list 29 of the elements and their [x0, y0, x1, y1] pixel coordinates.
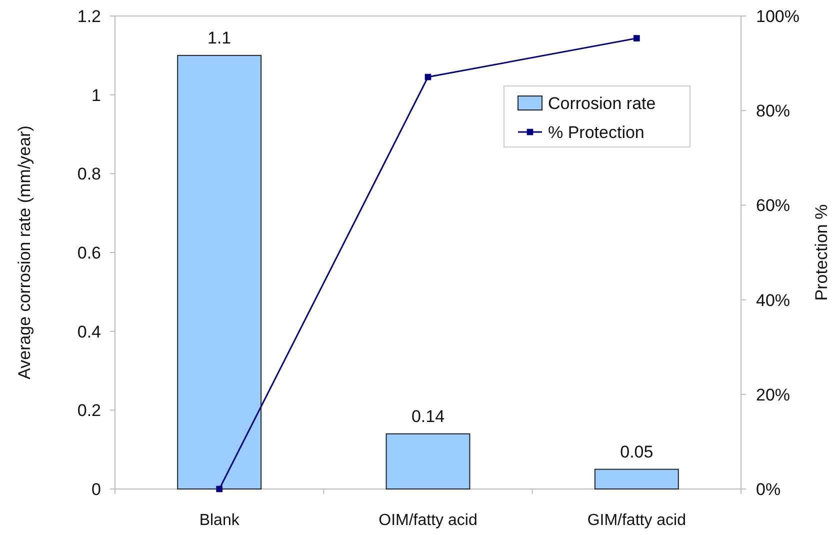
- data-label: 0.05: [620, 442, 654, 462]
- y-tick-label: 1: [92, 86, 101, 105]
- y2-tick-label: 80%: [756, 102, 790, 121]
- y-tick-label: 0.6: [77, 243, 101, 262]
- y2-axis-title: Protection %: [812, 204, 831, 301]
- point: [216, 486, 222, 492]
- x-tick-label: GIM/fatty acid: [587, 512, 686, 529]
- y-axis-title: Average corrosion rate (mm/year): [15, 126, 34, 380]
- legend-label: Corrosion rate: [548, 94, 656, 113]
- y-tick-label: 0: [92, 480, 101, 499]
- data-label: 1.1: [208, 28, 232, 48]
- legend-label: % Protection: [548, 122, 644, 142]
- bar: [386, 433, 470, 490]
- bar: [594, 468, 679, 490]
- y2-tick-label: 40%: [756, 290, 790, 310]
- point: [634, 35, 640, 42]
- y-tick-label: 1.2: [77, 6, 101, 26]
- y2-tick-label: 20%: [756, 385, 790, 404]
- y2-tick-label: 60%: [756, 196, 790, 216]
- y-tick-label: 0.2: [77, 401, 101, 420]
- point: [424, 74, 432, 80]
- x-tick-label: Blank: [199, 512, 240, 529]
- y2-tick-label: 0%: [756, 480, 781, 499]
- y-tick-label: 0.8: [77, 164, 101, 184]
- y-tick-label: 0.4: [77, 322, 101, 342]
- bar: [177, 54, 262, 490]
- x-tick-label: OIM/fatty acid: [378, 512, 478, 529]
- data-label: 0.14: [411, 406, 445, 426]
- y2-tick-label: 100%: [756, 6, 800, 26]
